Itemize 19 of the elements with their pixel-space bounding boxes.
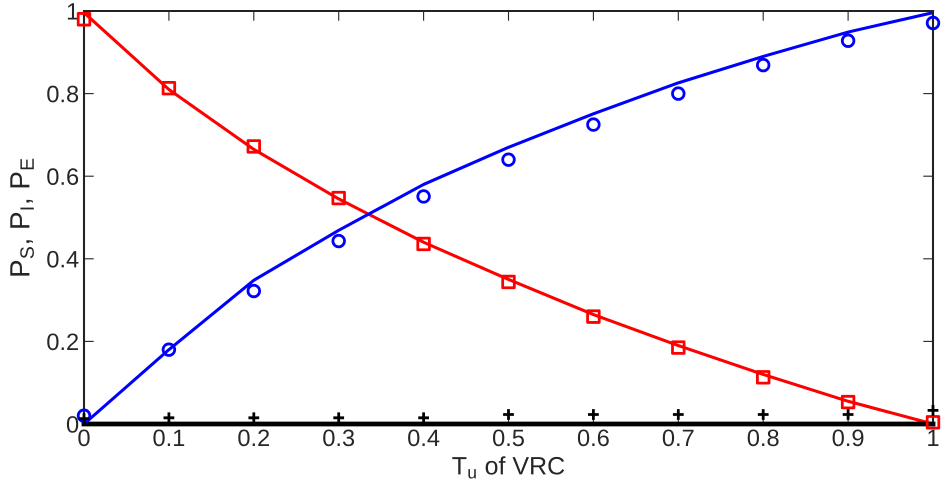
x-tick-label: 0.9	[832, 429, 864, 446]
x-tick-label: 1	[928, 430, 938, 446]
x-tick-label: 0.4	[408, 429, 440, 446]
y-axis-title: P$_{S}$, P$_{I}$, P$_{E}$	[10, 158, 34, 276]
y-tick-label: 1	[68, 3, 78, 20]
y-tick-label: 0.4	[47, 250, 78, 268]
x-axis-title: T$_{u}$ of VRC	[452, 456, 564, 479]
y-tick-label: 0.8	[47, 86, 78, 102]
y-tick-label: 0	[66, 416, 78, 433]
x-tick-label: 0.1	[153, 429, 184, 446]
y-tick-label: 0.2	[47, 333, 78, 350]
x-tick-label: 0	[78, 429, 90, 446]
y-tick-label: 0.6	[47, 168, 78, 185]
x-tick-label: 0.6	[578, 429, 609, 446]
x-tick-label: 0.7	[662, 429, 694, 446]
x-tick-label: 0.2	[238, 429, 270, 446]
x-tick-label: 0.8	[748, 429, 779, 446]
x-tick-label: 0.3	[323, 429, 354, 446]
x-tick-label: 0.5	[493, 429, 524, 446]
